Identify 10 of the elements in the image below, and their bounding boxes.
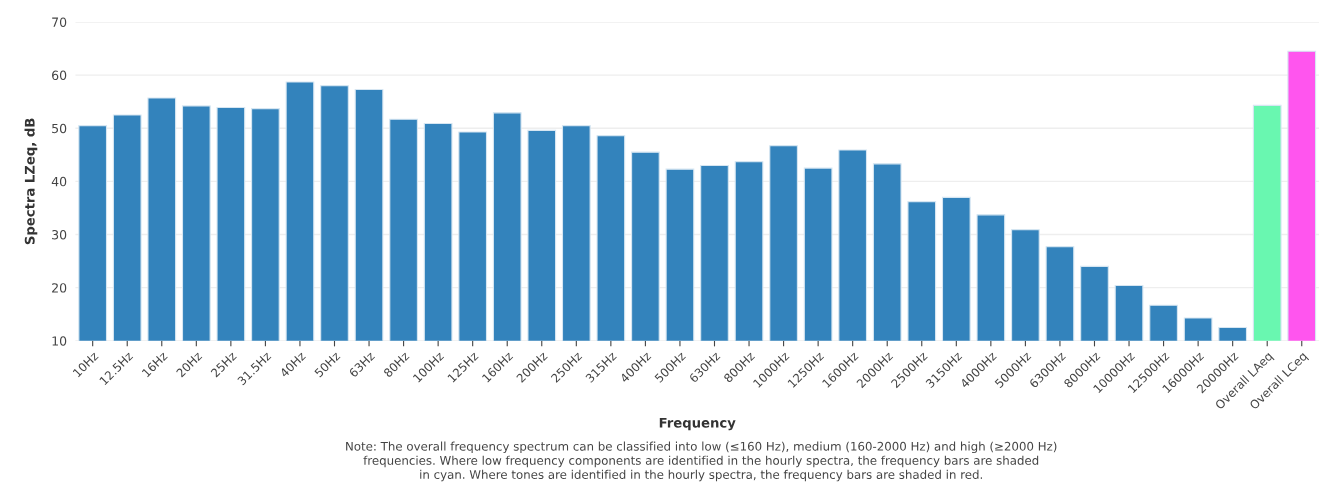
y-tick-label: 30 <box>52 230 67 240</box>
y-tick-label: 60 <box>52 70 67 81</box>
y-tick-label: 70 <box>52 17 67 27</box>
y-tick-label: 40 <box>51 176 67 187</box>
text: Note: The overall frequency spectrum can be classified into low (≤160 Hz), medium (160-2000 Hz) and high (≥2000 Hz) frequencies. Where low frequency components are identified in the hourly spectra, the frequency bars are shaded in cyan. Where tones are identified in the hourly spectra, the frequency bars are shaded in red. <box>346 441 1057 482</box>
y-axis-title: Spectra LZeq, dB <box>24 118 38 245</box>
x-axis-title: Frequency <box>659 417 736 431</box>
y-tick-label: 50 <box>52 123 67 134</box>
y-tick-label: 20 <box>52 283 67 293</box>
y-tick-label: 10 <box>52 336 67 346</box>
